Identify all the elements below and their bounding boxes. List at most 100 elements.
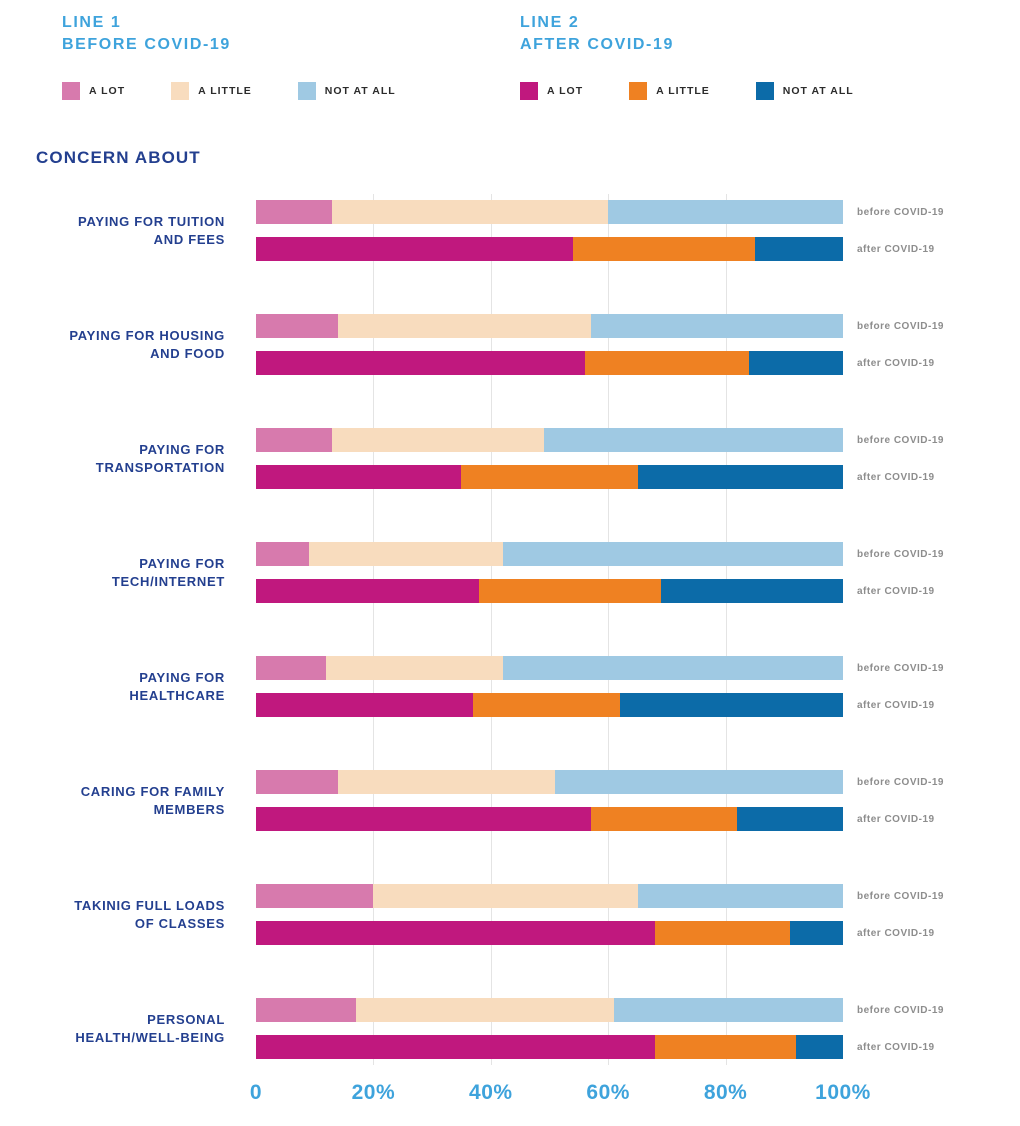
bar-line-after: after COVID-19 [256,1035,1007,1059]
legend-label: NOT AT ALL [782,85,854,97]
category-label: PAYING FOR TRANSPORTATION [95,441,225,475]
legend-label: A LOT [89,85,126,97]
category-label: PAYING FOR TUITION AND FEES [78,213,225,247]
segment-not-at-all [502,656,843,680]
bar-row-label: before COVID-19 [857,890,944,902]
chart-group: PAYING FOR TUITION AND FEES before COVID-… [0,200,1020,261]
bar-row-label: after COVID-19 [857,357,935,369]
bar-row-label: after COVID-19 [857,699,935,711]
chart-title: CONCERN ABOUT [36,148,201,167]
chart-group: TAKINIG FULL LOADS OF CLASSES before COVI… [0,884,1020,945]
segment-a-lot [256,428,333,452]
bar-line-before: before COVID-19 [256,542,1007,566]
segment-a-lot [256,998,356,1022]
legend-label: A LITTLE [656,85,710,97]
chart-group: PAYING FOR TRANSPORTATION before COVID-19… [0,428,1020,489]
segment-not-at-all [543,428,843,452]
segment-not-at-all [590,314,843,338]
category-label: CARING FOR FAMILY MEMBERS [80,783,225,817]
stacked-bar-before [256,200,843,224]
gridline [725,194,727,1065]
gridlines [256,194,843,1065]
segment-a-lot [256,351,585,375]
segment-not-at-all [555,770,843,794]
bar-rows: before COVID-19 after COVID-19 [256,542,1007,603]
segment-not-at-all [754,237,843,261]
segment-a-little [584,351,750,375]
stacked-bar-before [256,884,843,908]
bar-line-before: before COVID-19 [256,770,1007,794]
bar-rows: before COVID-19 after COVID-19 [256,656,1007,717]
category-label: PERSONAL HEALTH/WELL-BEING [75,1011,225,1045]
legend-title-line1: LINE 2 [520,14,580,31]
chart: PAYING FOR TUITION AND FEES before COVID-… [0,194,1020,1065]
stacked-bar-before [256,314,843,338]
bar-row-label: after COVID-19 [857,585,935,597]
bar-rows: before COVID-19 after COVID-19 [256,428,1007,489]
category-label: PAYING FOR HEALTHCARE [129,669,225,703]
chart-group: PERSONAL HEALTH/WELL-BEING before COVID-1… [0,998,1020,1059]
segment-not-at-all [796,1035,843,1059]
segment-a-little [655,921,791,945]
bar-rows: before COVID-19 after COVID-19 [256,770,1007,831]
bar-line-before: before COVID-19 [256,998,1007,1022]
segment-not-at-all [619,693,843,717]
legend-title-line2: BEFORE COVID-19 [62,36,231,53]
bar-line-before: before COVID-19 [256,656,1007,680]
chart-group: CARING FOR FAMILY MEMBERS before COVID-19… [0,770,1020,831]
legend-title-before: LINE 1 BEFORE COVID-19 [62,12,520,56]
bar-line-before: before COVID-19 [256,200,1007,224]
segment-not-at-all [749,351,843,375]
segment-not-at-all [608,200,843,224]
x-axis-tick: 20% [351,1081,396,1104]
x-axis-tick: 0 [249,1081,263,1104]
x-axis-tick: 40% [469,1081,513,1104]
segment-not-at-all [502,542,843,566]
segment-not-at-all [614,998,843,1022]
legend-title-after: LINE 2 AFTER COVID-19 [520,12,978,56]
segment-a-little [590,807,738,831]
legend-label: A LOT [547,85,584,97]
x-axis-tick: 60% [586,1081,630,1104]
legend-item-after-not-at-all: NOT AT ALL [755,82,854,100]
legend-item-before-a-lot: A LOT [62,82,125,100]
chart-groups: PAYING FOR TUITION AND FEES before COVID-… [0,200,1020,1059]
stacked-bar-after [256,465,843,489]
segment-a-lot [256,465,462,489]
category-label: TAKINIG FULL LOADS OF CLASSES [74,897,225,931]
bar-row-label: before COVID-19 [857,206,944,218]
segment-a-little [655,1035,797,1059]
chart-group: PAYING FOR TECH/INTERNET before COVID-19 a… [0,542,1020,603]
segment-not-at-all [790,921,843,945]
bar-line-before: before COVID-19 [256,884,1007,908]
bar-line-after: after COVID-19 [256,579,1007,603]
chart-group: PAYING FOR HOUSING AND FOOD before COVID-… [0,314,1020,375]
segment-a-little [473,693,620,717]
segment-not-at-all [661,579,843,603]
legend-item-after-a-lot: A LOT [520,82,583,100]
segment-a-little [332,200,609,224]
segment-a-lot [256,807,591,831]
x-axis-tick: 100% [815,1081,871,1104]
bar-line-after: after COVID-19 [256,351,1007,375]
stacked-bar-after [256,807,843,831]
bar-line-after: after COVID-19 [256,921,1007,945]
bar-line-after: after COVID-19 [256,465,1007,489]
segment-a-little [461,465,638,489]
stacked-bar-after [256,693,843,717]
segment-a-little [572,237,755,261]
legend-item-after-a-little: A LITTLE [629,82,710,100]
segment-a-lot [256,579,480,603]
segment-a-little [338,770,556,794]
segment-a-lot [256,656,327,680]
stacked-bar-before [256,656,843,680]
swatch-before-not-at-all [297,82,316,100]
bar-row-label: after COVID-19 [857,243,935,255]
segment-a-little [355,998,615,1022]
bar-line-after: after COVID-19 [256,807,1007,831]
stacked-bar-before [256,428,843,452]
category-label: PAYING FOR HOUSING AND FOOD [69,327,225,361]
bar-row-label: before COVID-19 [857,548,944,560]
segment-a-lot [256,770,339,794]
legend-group-after: LINE 2 AFTER COVID-19 A LOT A LITTLE NOT… [520,12,978,100]
